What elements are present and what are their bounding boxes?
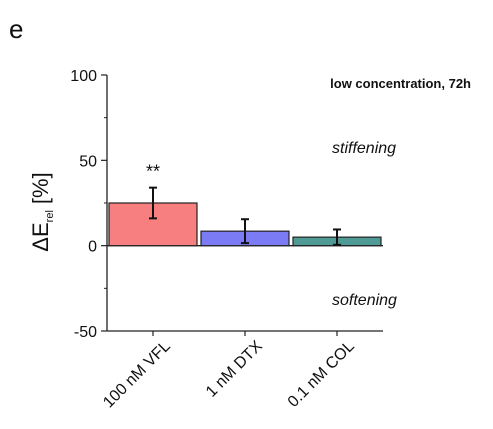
x-tick-label: 0.1 nM COL — [285, 338, 358, 411]
y-tick-label: 0 — [88, 239, 97, 256]
chart-title: low concentration, 72h — [330, 76, 471, 91]
y-axis-label: ΔErel [%] — [28, 172, 56, 251]
y-axis-label-main: ΔE — [28, 222, 53, 251]
annotation-lower: softening — [332, 292, 397, 309]
x-tick-label: 100 nM VFL — [100, 338, 174, 412]
y-tick-label: -50 — [74, 324, 97, 341]
y-tick-label: 100 — [70, 68, 97, 85]
y-axis-label-sub: rel — [44, 210, 56, 222]
y-tick-label: 50 — [79, 153, 97, 170]
y-axis-label-unit: [%] — [28, 172, 53, 204]
significance-marker: ** — [146, 162, 160, 182]
annotation-upper: stiffening — [332, 140, 396, 157]
x-tick-label: 1 nM DTX — [203, 338, 266, 401]
panel-label: e — [9, 14, 23, 44]
